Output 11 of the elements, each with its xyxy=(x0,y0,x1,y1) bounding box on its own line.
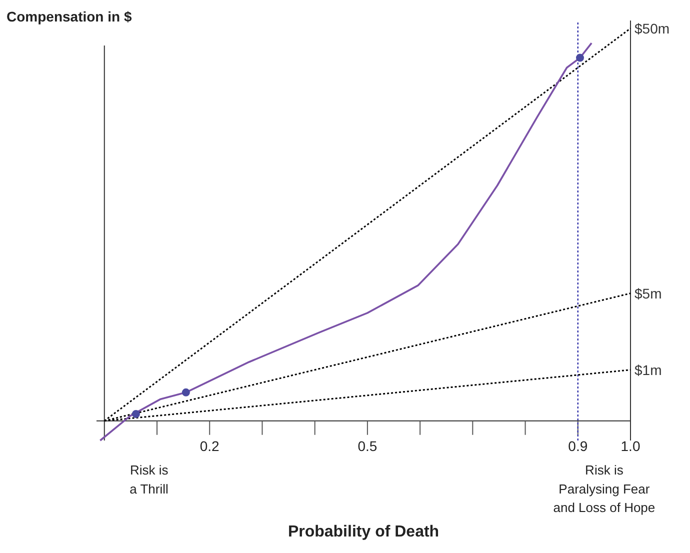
series-label: $1m xyxy=(634,362,662,378)
text: Risk is a Thrill xyxy=(130,462,169,496)
x-axis-title: Probability of Death xyxy=(288,524,440,540)
series-label: $50m xyxy=(634,20,670,36)
x-tick-label: 0.9 xyxy=(568,438,588,454)
series-label: $5m xyxy=(634,285,662,302)
x-tick-label: 1.0 xyxy=(620,438,640,454)
chart-title: Compensation in $ xyxy=(6,8,132,24)
text: Risk is Paralysing Fear and Loss of Hope xyxy=(553,462,656,515)
x-tick-label: 0.2 xyxy=(200,438,220,454)
x-tick-label: 0.5 xyxy=(358,438,378,454)
